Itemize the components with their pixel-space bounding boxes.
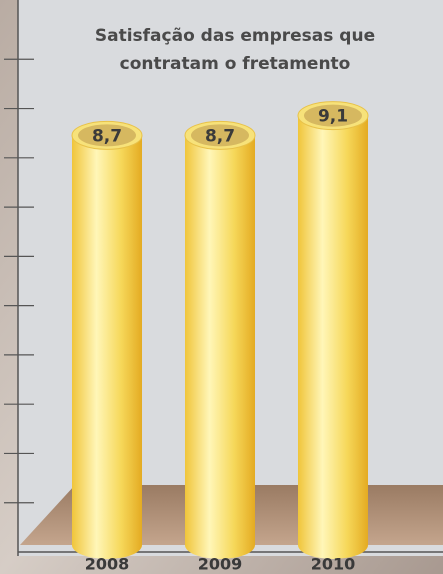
chart-title: Satisfação das empresas que contratam o …: [94, 26, 376, 74]
value-label: 8,7: [205, 126, 235, 146]
x-tick-label: 2010: [311, 555, 356, 574]
bar: [185, 121, 255, 560]
bar: [298, 101, 368, 559]
x-tick-label: 2009: [198, 555, 243, 574]
bar: [72, 121, 142, 559]
x-tick-label: 2008: [85, 555, 130, 574]
bar-top-inner: [191, 124, 249, 147]
value-label: 9,1: [318, 107, 348, 127]
value-label: 8,7: [92, 126, 122, 146]
bar-top-inner: [304, 104, 362, 127]
bar-top-inner: [78, 124, 136, 147]
